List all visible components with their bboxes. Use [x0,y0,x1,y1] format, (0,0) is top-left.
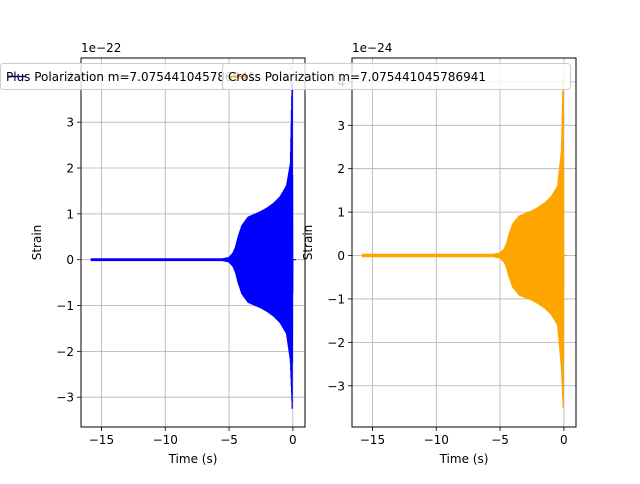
y-tick-label: 1 [337,206,345,220]
x-axis-label: Time (s) [439,452,489,466]
y-tick-label: 1 [66,207,74,221]
x-tick-label: −5 [491,433,509,447]
y-tick-label: 3 [66,116,74,130]
y-tick-label: −2 [56,345,74,359]
legend-box [222,63,571,90]
y-axis-label: Strain [301,225,315,261]
y-tick-label: −2 [327,336,345,350]
x-tick-label: −10 [424,433,449,447]
x-tick-label: −5 [220,433,238,447]
x-axis-label: Time (s) [168,452,218,466]
y-tick-label: 0 [337,249,345,263]
y-tick-label: −3 [56,391,74,405]
y-tick-label: 3 [337,119,345,133]
x-tick-label: 0 [289,433,297,447]
y-tick-label: −3 [327,379,345,393]
legend: Cross Polarization m=7.075441045786941 [222,63,571,90]
y-tick-label: 2 [66,162,74,176]
axis-scale-label: 1e−24 [352,41,392,55]
y-tick-label: −1 [56,299,74,313]
legend-label: Plus Polarization m=7.075441045786941 [6,70,256,84]
x-tick-label: −15 [360,433,385,447]
y-tick-label: 0 [66,253,74,267]
y-tick-label: 2 [337,162,345,176]
series-line [361,78,568,408]
legend-label: Cross Polarization m=7.075441045786941 [228,70,486,84]
axes-frame [80,57,306,428]
y-axis-label: Strain [30,225,44,261]
series-line [90,82,297,409]
x-tick-label: −15 [89,433,114,447]
y-tick-label: −1 [327,292,345,306]
axis-scale-label: 1e−22 [81,41,121,55]
legend: Plus Polarization m=7.075441045786941 [0,63,291,90]
axes-frame [351,57,577,428]
x-tick-label: −10 [153,433,178,447]
x-tick-label: 0 [560,433,568,447]
